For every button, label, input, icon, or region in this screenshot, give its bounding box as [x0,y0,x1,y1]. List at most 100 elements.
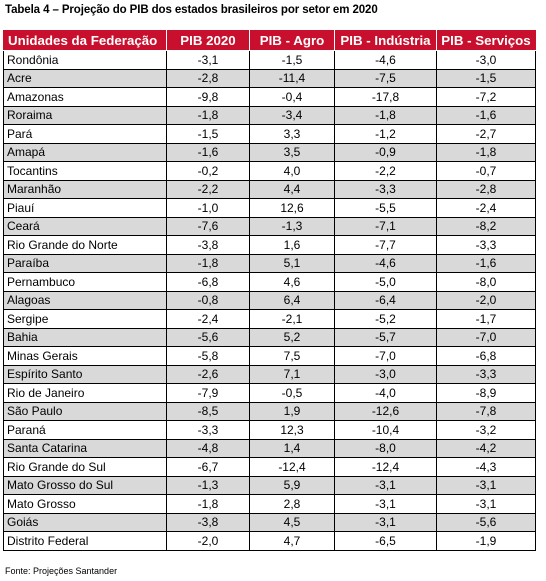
pib-industria-cell: -6,4 [334,290,437,310]
pib-agro-cell: 7,1 [249,364,335,384]
pib-industria-cell: -10,4 [334,420,437,440]
state-name-cell: Bahia [3,327,167,347]
state-name-cell: Rio Grande do Norte [3,235,167,255]
header-pib-2020: PIB 2020 [166,30,250,51]
pib-servicos-cell: -3,2 [436,420,536,440]
pib-2020-cell: -3,8 [166,512,250,532]
pib-2020-cell: -5,8 [166,346,250,366]
pib-industria-cell: -5,0 [334,272,437,292]
pib-2020-cell: -4,8 [166,438,250,458]
table-row: Santa Catarina -4,8 1,4 -8,0 -4,2 [3,438,536,458]
state-name-cell: Maranhão [3,179,167,199]
pib-servicos-cell: -8,0 [436,272,536,292]
pib-2020-cell: -1,5 [166,124,250,144]
pib-servicos-cell: -1,5 [436,68,536,88]
state-name-cell: Roraima [3,105,167,125]
pib-industria-cell: -6,5 [334,531,437,551]
pib-2020-cell: -5,6 [166,327,250,347]
pib-industria-cell: -3,1 [334,475,437,495]
state-name-cell: Rondônia [3,50,167,70]
pib-servicos-cell: -5,6 [436,512,536,532]
state-name-cell: Mato Grosso [3,494,167,514]
pib-agro-cell: -11,4 [249,68,335,88]
pib-industria-cell: -5,2 [334,309,437,329]
table-row: Ceará -7,6 -1,3 -7,1 -8,2 [3,216,536,236]
pib-2020-cell: -2,6 [166,364,250,384]
state-name-cell: Espírito Santo [3,364,167,384]
header-pib-servicos: PIB - Serviços [436,30,536,51]
header-pib-agro: PIB - Agro [249,30,335,51]
pib-agro-cell: -12,4 [249,457,335,477]
pib-servicos-cell: -2,7 [436,124,536,144]
pib-industria-cell: -1,8 [334,105,437,125]
pib-servicos-cell: -8,2 [436,216,536,236]
pib-servicos-cell: -8,9 [436,383,536,403]
pib-2020-cell: -0,2 [166,161,250,181]
pib-industria-cell: -8,0 [334,438,437,458]
table-row: Mato Grosso -1,8 2,8 -3,1 -3,1 [3,494,536,514]
pib-agro-cell: 12,3 [249,420,335,440]
state-name-cell: São Paulo [3,401,167,421]
pib-industria-cell: -7,0 [334,346,437,366]
pib-agro-cell: 4,5 [249,512,335,532]
state-name-cell: Rio Grande do Sul [3,457,167,477]
pib-2020-cell: -1,8 [166,494,250,514]
pib-agro-cell: 3,5 [249,142,335,162]
pib-2020-cell: -7,6 [166,216,250,236]
state-name-cell: Sergipe [3,309,167,329]
pib-agro-cell: -2,1 [249,309,335,329]
pib-agro-cell: 1,9 [249,401,335,421]
header-state: Unidades da Federação [3,30,167,51]
state-name-cell: Pernambuco [3,272,167,292]
table-body: Rondônia -3,1 -1,5 -4,6 -3,0 Acre -2,8 -11,4 -7,… [3,50,536,551]
pib-agro-cell: 1,6 [249,235,335,255]
pib-industria-cell: -4,6 [334,253,437,273]
pib-servicos-cell: -6,8 [436,346,536,366]
table-row: Pará -1,5 3,3 -1,2 -2,7 [3,124,536,144]
table-row: Amapá -1,6 3,5 -0,9 -1,8 [3,142,536,162]
pib-servicos-cell: -7,0 [436,327,536,347]
pib-2020-cell: -1,0 [166,198,250,218]
state-name-cell: Piauí [3,198,167,218]
pib-industria-cell: -2,2 [334,161,437,181]
state-name-cell: Paraná [3,420,167,440]
header-pib-industria: PIB - Indústria [334,30,437,51]
state-name-cell: Mato Grosso do Sul [3,475,167,495]
table-row: Rio Grande do Norte -3,8 1,6 -7,7 -3,3 [3,235,536,255]
state-name-cell: Acre [3,68,167,88]
pib-agro-cell: 5,2 [249,327,335,347]
header-row: Unidades da Federação PIB 2020 PIB - Agr… [3,30,536,51]
pib-agro-cell: 4,4 [249,179,335,199]
pib-servicos-cell: -1,8 [436,142,536,162]
pib-industria-cell: -5,7 [334,327,437,347]
pib-agro-cell: -0,5 [249,383,335,403]
pib-servicos-cell: -7,8 [436,401,536,421]
pib-industria-cell: -3,1 [334,512,437,532]
state-name-cell: Amazonas [3,87,167,107]
table-row: Mato Grosso do Sul -1,3 5,9 -3,1 -3,1 [3,475,536,495]
pib-2020-cell: -3,8 [166,235,250,255]
state-name-cell: Rio de Janeiro [3,383,167,403]
table-row: Maranhão -2,2 4,4 -3,3 -2,8 [3,179,536,199]
state-name-cell: Ceará [3,216,167,236]
pib-2020-cell: -2,0 [166,531,250,551]
pib-servicos-cell: -2,8 [436,179,536,199]
pib-servicos-cell: -2,0 [436,290,536,310]
pib-servicos-cell: -3,1 [436,475,536,495]
state-name-cell: Tocantins [3,161,167,181]
table-row: Paraná -3,3 12,3 -10,4 -3,2 [3,420,536,440]
pib-2020-cell: -2,4 [166,309,250,329]
table-row: Minas Gerais -5,8 7,5 -7,0 -6,8 [3,346,536,366]
pib-2020-cell: -1,8 [166,105,250,125]
pib-servicos-cell: -1,9 [436,531,536,551]
pib-agro-cell: 4,6 [249,272,335,292]
pib-agro-cell: 4,7 [249,531,335,551]
state-name-cell: Paraíba [3,253,167,273]
pib-agro-cell: -1,3 [249,216,335,236]
state-name-cell: Minas Gerais [3,346,167,366]
table-row: Rio Grande do Sul -6,7 -12,4 -12,4 -4,3 [3,457,536,477]
pib-industria-cell: -3,3 [334,179,437,199]
state-name-cell: Pará [3,124,167,144]
pib-2020-cell: -1,6 [166,142,250,162]
pib-industria-cell: -4,6 [334,50,437,70]
